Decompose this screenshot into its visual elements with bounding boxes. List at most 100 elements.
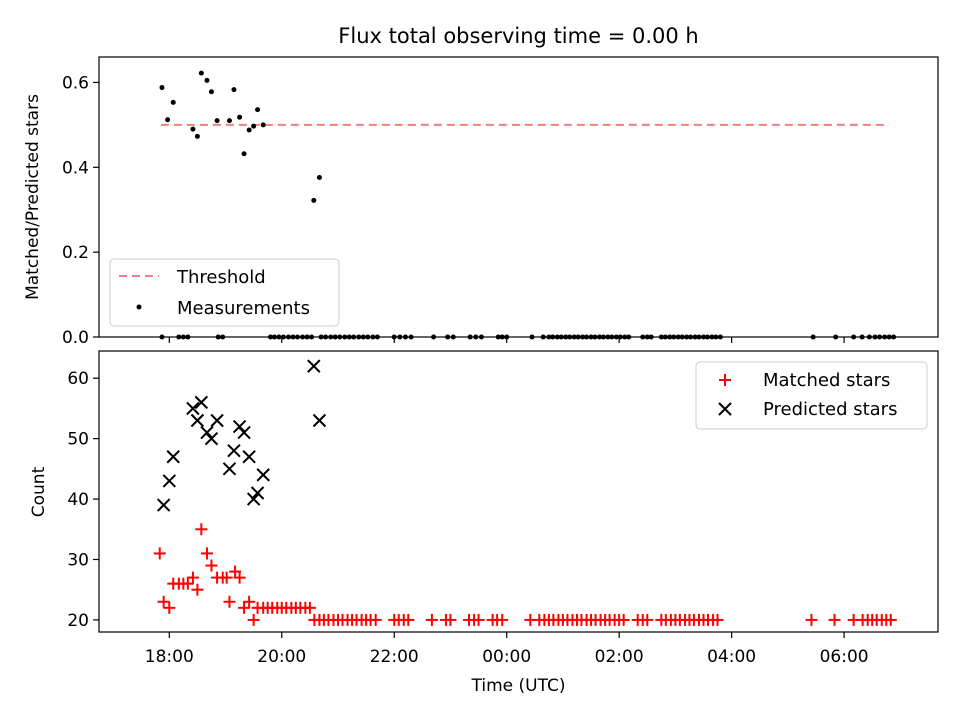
matched-star-point (805, 613, 818, 626)
x-tick-label: 20:00 (257, 647, 306, 667)
matched-star-point (220, 571, 233, 584)
predicted-star-point (242, 450, 256, 464)
predicted-star-point (186, 401, 200, 416)
top-legend-box (109, 258, 340, 327)
matched-star-point (157, 595, 170, 608)
matched-star-point (205, 559, 218, 572)
matched-star-point (223, 595, 236, 608)
bottom-legend-box (695, 361, 928, 430)
top-plot-frame (98, 56, 939, 338)
top-y-tick-label: 0.6 (62, 73, 89, 93)
top-x-axis (168, 337, 845, 343)
top-legend: Threshold Measurements (109, 258, 340, 327)
predicted-star-point (312, 413, 327, 428)
matched-star-point (247, 613, 260, 626)
measurement-point (159, 85, 165, 91)
predicted-star-point (227, 444, 241, 458)
matched-star-point (617, 613, 630, 626)
matched-star-point (191, 583, 204, 596)
matched-star-point (884, 613, 897, 626)
matched-star-point (711, 613, 724, 626)
x-tick-label: 04:00 (707, 647, 756, 667)
predicted-star-point (307, 359, 321, 373)
matched-star-point (444, 613, 457, 626)
measurement-point (260, 122, 266, 128)
predicted-star-point (204, 431, 219, 446)
bottom-y-axis: 20 30 40 50 60 (67, 369, 99, 631)
matched-star-point (200, 547, 213, 560)
predicted-star-point (246, 492, 261, 506)
x-tick-label: 02:00 (595, 647, 644, 667)
bottom-panel: 20 30 40 50 60 18:00 20:00 22:00 00:00 02:00 04:0… (29, 350, 939, 696)
matched-star-point (243, 595, 256, 608)
predicted-star-point (162, 474, 176, 488)
measurement-point (194, 133, 200, 139)
predicted-star-point (200, 425, 214, 440)
bottom-y-tick-label: 50 (67, 430, 89, 450)
measurement-point (214, 118, 220, 124)
measurement-point (241, 151, 247, 157)
matched-star-point (186, 571, 199, 584)
measurement-point (237, 114, 243, 120)
top-y-tick-label: 0.4 (62, 158, 89, 178)
bottom-y-tick-label: 60 (67, 369, 89, 389)
top-y-axis-label: Matched/Predicted stars (23, 94, 43, 300)
matched-star-point (369, 613, 382, 626)
matched-star-point (153, 547, 166, 560)
predicted-star-point (194, 395, 209, 410)
matched-star-point (303, 601, 316, 614)
predicted-star-point (232, 419, 247, 434)
predicted-star-point (166, 450, 180, 464)
matched-star-point (229, 565, 242, 578)
measurement-point (204, 77, 210, 83)
legend-matched-swatch (719, 374, 731, 386)
top-y-axis: 0.0 0.2 0.4 0.6 (62, 73, 99, 348)
legend-measurements-swatch (136, 304, 142, 310)
measurement-point (251, 123, 257, 129)
x-tick-label: 00:00 (482, 647, 531, 667)
top-y-tick-label: 0.2 (62, 243, 89, 263)
measurement-point (170, 99, 176, 105)
matched-star-point (181, 577, 194, 590)
matched-star-point (828, 613, 841, 626)
measurement-point (231, 87, 237, 93)
bottom-legend: Matched stars Predicted stars (695, 361, 928, 430)
predicted-star-point (210, 413, 224, 428)
legend-predicted-label: Predicted stars (763, 399, 897, 420)
matched-star-point (195, 523, 208, 536)
top-panel: 0.0 0.2 0.4 0.6 Matched/Predicted stars Thr… (23, 56, 939, 348)
matched-star-point (496, 613, 509, 626)
predicted-star-point (237, 425, 251, 440)
chart-title: Flux total observing time = 0.00 h (338, 24, 698, 48)
measurement-point (208, 89, 214, 95)
bottom-y-axis-label: Count (29, 466, 49, 517)
matched-star-point (641, 613, 654, 626)
measurement-point (255, 107, 261, 113)
predicted-star-point (156, 498, 171, 512)
bottom-plot-area (153, 359, 897, 626)
matched-star-point (233, 571, 246, 584)
measurement-point (165, 117, 171, 123)
top-y-tick-label: 0.0 (62, 328, 89, 348)
matched-star-point (472, 613, 485, 626)
bottom-plot-frame (98, 350, 939, 633)
predicted-star-point (190, 413, 205, 428)
predicted-star-point (222, 462, 237, 476)
bottom-y-tick-label: 20 (67, 611, 89, 631)
x-tick-label: 22:00 (370, 647, 419, 667)
x-tick-label: 18:00 (145, 647, 194, 667)
measurement-point (246, 127, 252, 133)
bottom-x-axis: 18:00 20:00 22:00 00:00 02:00 04:00 06:00 (145, 632, 869, 667)
bottom-y-tick-label: 40 (67, 490, 89, 510)
measurement-point (226, 118, 232, 124)
x-tick-label: 06:00 (820, 647, 869, 667)
measurement-point (311, 197, 317, 203)
measurement-point (316, 174, 322, 180)
legend-matched-label: Matched stars (763, 370, 890, 391)
matched-star-point (402, 613, 415, 626)
matched-star-point (163, 601, 176, 614)
predicted-star-point (256, 468, 270, 482)
measurement-point (198, 70, 204, 76)
